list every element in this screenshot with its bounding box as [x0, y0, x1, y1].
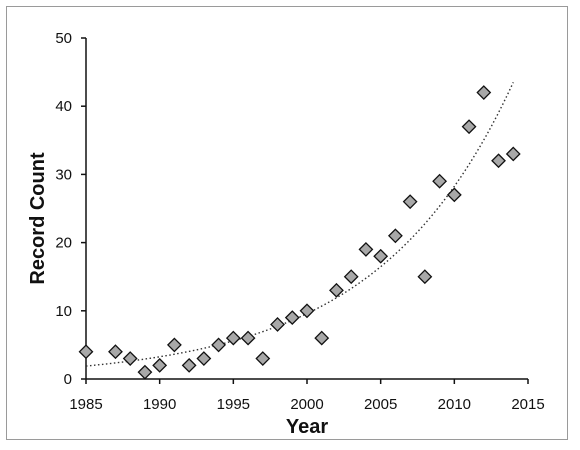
data-point-marker — [255, 351, 271, 366]
data-point-marker — [122, 351, 138, 366]
y-tick-label: 40 — [55, 98, 72, 115]
axes — [85, 38, 528, 380]
y-tick-label: 20 — [55, 235, 72, 252]
trendline — [85, 82, 514, 367]
data-point-marker — [491, 153, 506, 169]
data-point-marker — [417, 269, 433, 285]
data-point-marker — [446, 187, 462, 203]
data-point-marker — [240, 330, 256, 346]
data-point-marker — [343, 269, 359, 285]
x-axis-title: Year — [286, 416, 328, 438]
data-point-marker — [270, 317, 285, 332]
data-point-marker — [461, 119, 477, 135]
data-point-marker — [402, 194, 418, 210]
y-tick-label: 10 — [55, 303, 72, 320]
data-point-marker — [196, 351, 212, 366]
data-point-marker — [373, 248, 389, 264]
y-tick-label: 0 — [64, 371, 72, 388]
x-tick-label: 2010 — [438, 396, 471, 413]
x-tick-label: 1985 — [69, 396, 102, 413]
x-axis-ticks: 1985 1990 1995 2000 2005 2010 2015 — [69, 379, 545, 413]
x-tick-label: 2015 — [511, 396, 544, 413]
data-point-marker — [432, 173, 448, 189]
data-point-marker — [299, 303, 315, 319]
data-point-marker — [211, 337, 227, 353]
data-point-marker — [476, 85, 492, 100]
x-tick-label: 2005 — [364, 396, 397, 413]
x-tick-label: 2000 — [290, 396, 323, 413]
data-point-marker — [78, 344, 94, 360]
data-point-marker — [225, 330, 241, 346]
data-point-marker — [152, 357, 168, 373]
chart-frame — [6, 6, 568, 440]
data-point-marker — [505, 146, 521, 162]
data-point-marker — [137, 364, 153, 380]
y-axis-title: Record Count — [27, 152, 49, 285]
x-tick-label: 1990 — [143, 396, 176, 413]
data-point-marker — [329, 282, 344, 298]
data-points — [78, 85, 521, 380]
data-point-marker — [387, 228, 403, 244]
y-tick-label: 50 — [55, 30, 72, 47]
data-point-marker — [166, 337, 182, 353]
data-point-marker — [314, 330, 330, 346]
data-point-marker — [284, 310, 300, 326]
data-point-marker — [358, 242, 374, 257]
y-axis-ticks: 0 10 20 30 40 50 — [55, 30, 86, 388]
data-point-marker — [181, 357, 197, 373]
y-tick-label: 30 — [55, 166, 72, 183]
data-point-marker — [108, 344, 123, 360]
x-tick-label: 1995 — [217, 396, 250, 413]
